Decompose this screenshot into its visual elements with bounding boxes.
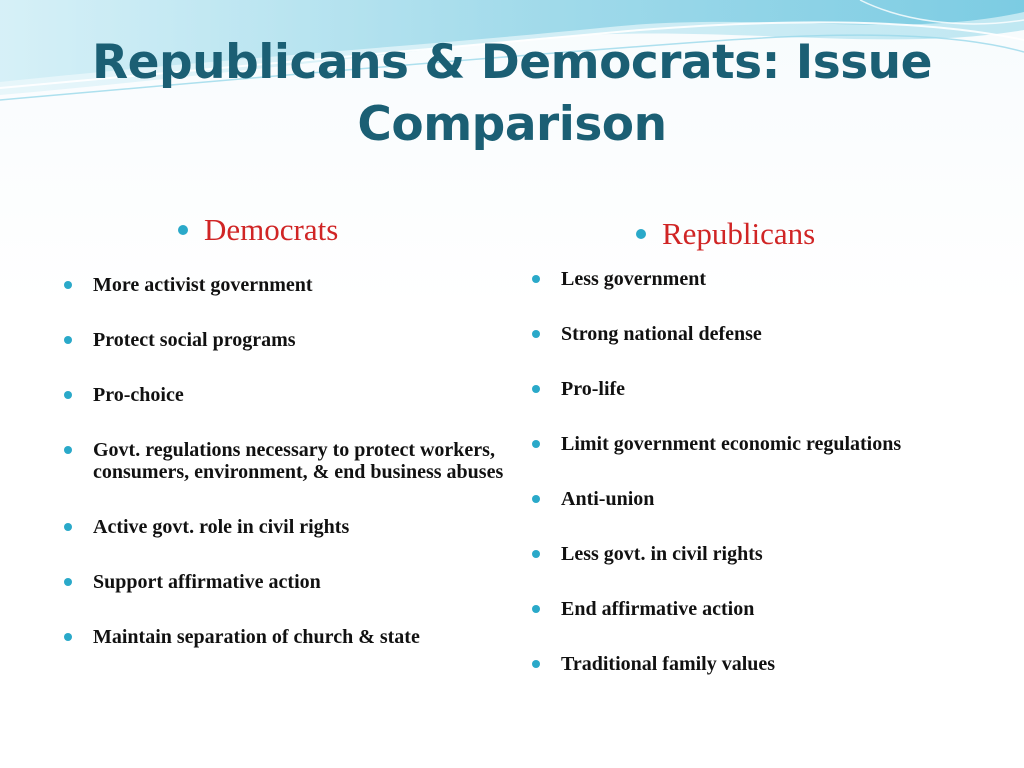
list-item-text: Strong national defense: [561, 323, 762, 345]
list-item-text: Govt. regulations necessary to protect w…: [93, 439, 504, 483]
list-item-text: Anti-union: [561, 488, 655, 510]
list-item-text: Maintain separation of church & state: [93, 626, 420, 648]
list-item: Traditional family values: [532, 653, 912, 675]
list-item-text: Less govt. in civil rights: [561, 543, 763, 565]
list-item-text: Less government: [561, 268, 706, 290]
list-item-text: Active govt. role in civil rights: [93, 516, 350, 538]
bullet-icon: [64, 633, 72, 641]
bullet-icon: [64, 391, 72, 399]
list-item-text: End affirmative action: [561, 598, 755, 620]
list-item: Anti-union: [532, 488, 912, 510]
list-item: More activist government: [64, 274, 504, 296]
democrats-heading: Democrats: [178, 212, 338, 248]
bullet-icon: [64, 336, 72, 344]
bullet-icon: [64, 446, 72, 454]
list-item-text: Protect social programs: [93, 329, 296, 351]
list-item: Less government: [532, 268, 912, 290]
list-item: Less govt. in civil rights: [532, 543, 912, 565]
bullet-icon: [64, 523, 72, 531]
list-item-text: Support affirmative action: [93, 571, 321, 593]
list-item-text: Pro-life: [561, 378, 626, 400]
list-item: Pro-life: [532, 378, 912, 400]
list-item-text: More activist government: [93, 274, 313, 296]
bullet-icon: [532, 605, 540, 613]
list-item-text: Pro-choice: [93, 384, 184, 406]
bullet-icon: [64, 281, 72, 289]
bullet-icon: [64, 578, 72, 586]
republicans-heading-label: Republicans: [662, 216, 816, 251]
bullet-icon: [532, 550, 540, 558]
list-item: Govt. regulations necessary to protect w…: [64, 439, 504, 483]
slide-title: Republicans & Democrats: Issue Compariso…: [91, 35, 933, 152]
bullet-icon: [532, 330, 540, 338]
list-item: Strong national defense: [532, 323, 912, 345]
list-item: Protect social programs: [64, 329, 504, 351]
list-item: End affirmative action: [532, 598, 912, 620]
democrats-heading-label: Democrats: [204, 212, 339, 247]
democrats-issue-list: More activist government Protect social …: [64, 274, 504, 681]
bullet-icon: [532, 275, 540, 283]
list-item-text: Traditional family values: [561, 653, 776, 675]
list-item: Active govt. role in civil rights: [64, 516, 504, 538]
bullet-icon: [178, 225, 188, 235]
republicans-issue-list: Less government Strong national defense …: [532, 268, 912, 708]
list-item: Pro-choice: [64, 384, 504, 406]
bullet-icon: [532, 495, 540, 503]
republicans-heading: Republicans: [636, 216, 815, 252]
decorative-wave-background: [0, 0, 1024, 101]
bullet-icon: [532, 385, 540, 393]
list-item: Maintain separation of church & state: [64, 626, 504, 648]
bullet-icon: [636, 229, 646, 239]
list-item: Support affirmative action: [64, 571, 504, 593]
bullet-icon: [532, 660, 540, 668]
list-item: Limit government economic regulations: [532, 433, 912, 455]
bullet-icon: [532, 440, 540, 448]
list-item-text: Limit government economic regulations: [561, 433, 902, 455]
